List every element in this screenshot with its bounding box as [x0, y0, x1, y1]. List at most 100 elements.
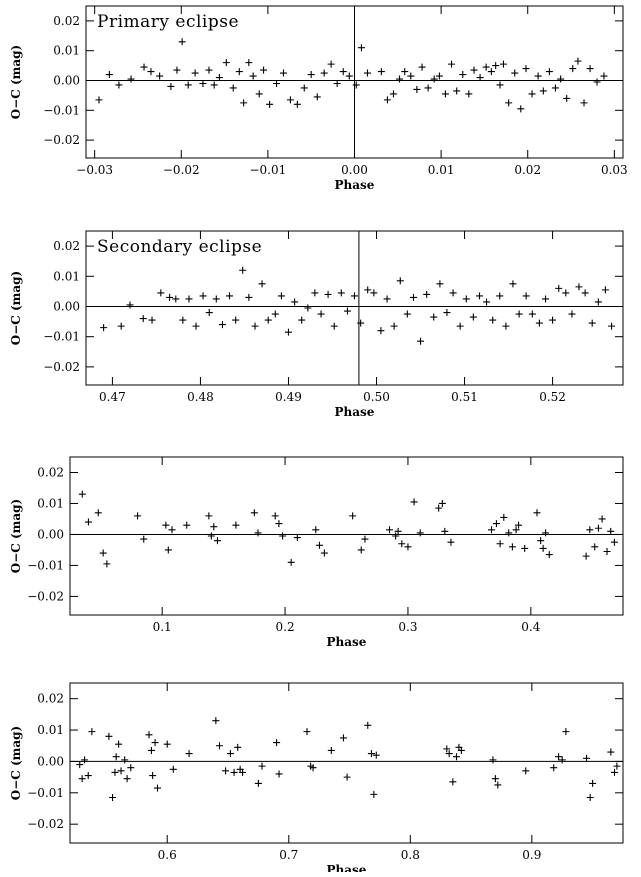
- data-point: [317, 310, 325, 318]
- y-axis-label: O−C (mag): [9, 45, 23, 119]
- data-point: [235, 68, 243, 76]
- data-point: [345, 72, 353, 80]
- data-point: [589, 779, 597, 787]
- x-tick-label: 0.6: [158, 848, 177, 862]
- data-point: [396, 75, 404, 83]
- data-point: [205, 309, 213, 317]
- data-point: [126, 301, 134, 309]
- data-point: [509, 280, 517, 288]
- data-point: [271, 512, 279, 520]
- data-point: [154, 784, 162, 792]
- data-point: [545, 68, 553, 76]
- data-point: [207, 532, 215, 540]
- data-point: [535, 319, 543, 327]
- x-tick-label: 0.3: [398, 620, 417, 634]
- data-point: [588, 319, 596, 327]
- data-point: [230, 768, 238, 776]
- data-point: [127, 75, 135, 83]
- data-point: [583, 754, 591, 762]
- data-point: [271, 310, 279, 318]
- x-tick-label: 0.2: [276, 620, 295, 634]
- data-point: [370, 289, 378, 297]
- x-tick-label: 0.7: [279, 848, 298, 862]
- data-point: [581, 289, 589, 297]
- plot-frame: [69, 682, 624, 844]
- data-point: [166, 293, 174, 301]
- data-point: [284, 328, 292, 336]
- data-point: [550, 764, 558, 772]
- data-point: [215, 742, 223, 750]
- data-point: [594, 298, 602, 306]
- data-point: [607, 748, 615, 756]
- data-point: [443, 745, 451, 753]
- data-point: [476, 74, 484, 82]
- data-point: [569, 65, 577, 73]
- data-point: [542, 295, 550, 303]
- data-point: [103, 560, 111, 568]
- x-tick-label: −0.03: [76, 163, 113, 177]
- data-point: [307, 71, 315, 79]
- data-point: [357, 44, 365, 52]
- data-point: [367, 750, 375, 758]
- data-point: [163, 740, 171, 748]
- data-point: [327, 746, 335, 754]
- data-point: [363, 69, 371, 77]
- data-point: [607, 527, 615, 535]
- data-point: [212, 717, 220, 725]
- data-point: [443, 309, 451, 317]
- data-point: [499, 60, 507, 68]
- data-point: [562, 289, 570, 297]
- x-tick-label: −0.01: [249, 163, 286, 177]
- data-point: [555, 284, 563, 292]
- data-point: [492, 62, 500, 70]
- data-point: [502, 322, 510, 330]
- data-point: [277, 292, 285, 300]
- data-point: [593, 78, 601, 86]
- data-point: [377, 68, 385, 76]
- data-point: [489, 756, 497, 764]
- data-point: [184, 81, 192, 89]
- data-point: [449, 289, 457, 297]
- data-point: [164, 546, 172, 554]
- data-point: [255, 90, 263, 98]
- data-point: [352, 81, 360, 89]
- x-axis-label: Phase: [327, 863, 367, 872]
- x-tick-label: 0.02: [514, 163, 541, 177]
- x-tick-label: 0.48: [187, 390, 214, 404]
- data-point: [286, 96, 294, 104]
- data-point: [343, 773, 351, 781]
- y-tick-label: 0.02: [53, 239, 80, 253]
- data-point: [312, 526, 320, 534]
- data-point: [505, 99, 513, 107]
- panel-title: Secondary eclipse: [97, 237, 262, 257]
- data-point: [582, 552, 590, 560]
- data-point: [313, 93, 321, 101]
- data-point: [598, 515, 606, 523]
- data-point: [562, 728, 570, 736]
- data-point: [279, 69, 287, 77]
- data-point: [245, 293, 253, 301]
- data-point: [339, 68, 347, 76]
- y-tick-label: −0.01: [43, 330, 80, 344]
- data-point: [178, 38, 186, 46]
- data-point: [172, 295, 180, 303]
- data-point: [78, 490, 86, 498]
- data-point: [250, 509, 258, 517]
- data-point: [78, 775, 86, 783]
- data-point: [298, 316, 306, 324]
- x-tick-label: 0.50: [363, 390, 390, 404]
- data-point: [185, 295, 193, 303]
- y-tick-label: −0.01: [43, 103, 80, 117]
- data-point: [438, 499, 446, 507]
- data-point: [304, 304, 312, 312]
- data-point: [260, 66, 268, 74]
- data-point: [489, 316, 497, 324]
- data-point: [423, 290, 431, 298]
- data-point: [145, 731, 153, 739]
- data-point: [542, 529, 550, 537]
- data-point: [111, 768, 119, 776]
- data-point: [222, 59, 230, 67]
- x-axis-label: Phase: [327, 635, 367, 649]
- data-point: [470, 66, 478, 74]
